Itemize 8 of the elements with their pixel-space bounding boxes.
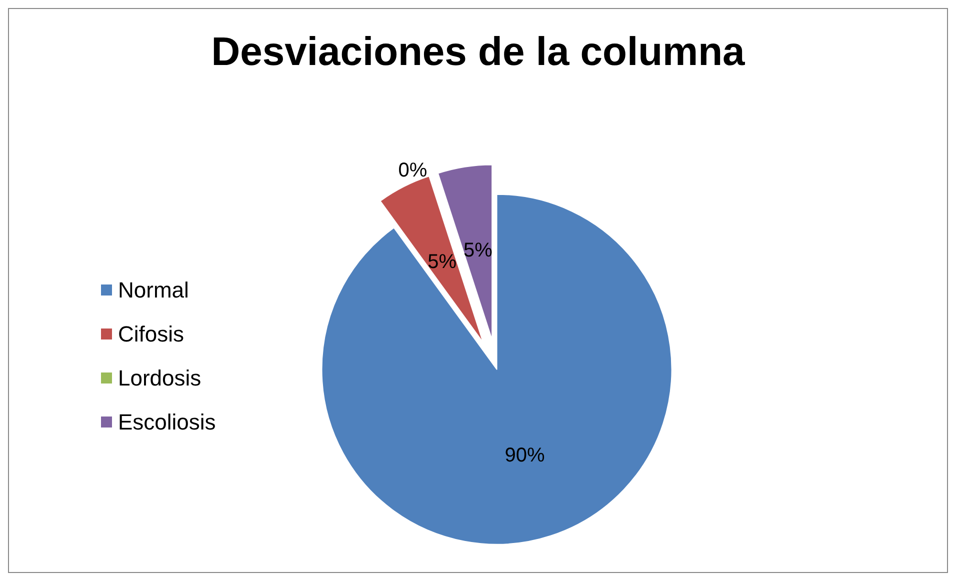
chart-title: Desviaciones de la columna (211, 30, 746, 74)
data-label: 5% (428, 250, 457, 273)
data-label: 90% (504, 444, 545, 466)
legend-label: Normal (118, 278, 189, 302)
legend-label: Cifosis (118, 322, 184, 346)
legend-label: Escoliosis (118, 410, 216, 434)
legend-label: Lordosis (118, 366, 202, 390)
text: 0% (398, 160, 428, 182)
